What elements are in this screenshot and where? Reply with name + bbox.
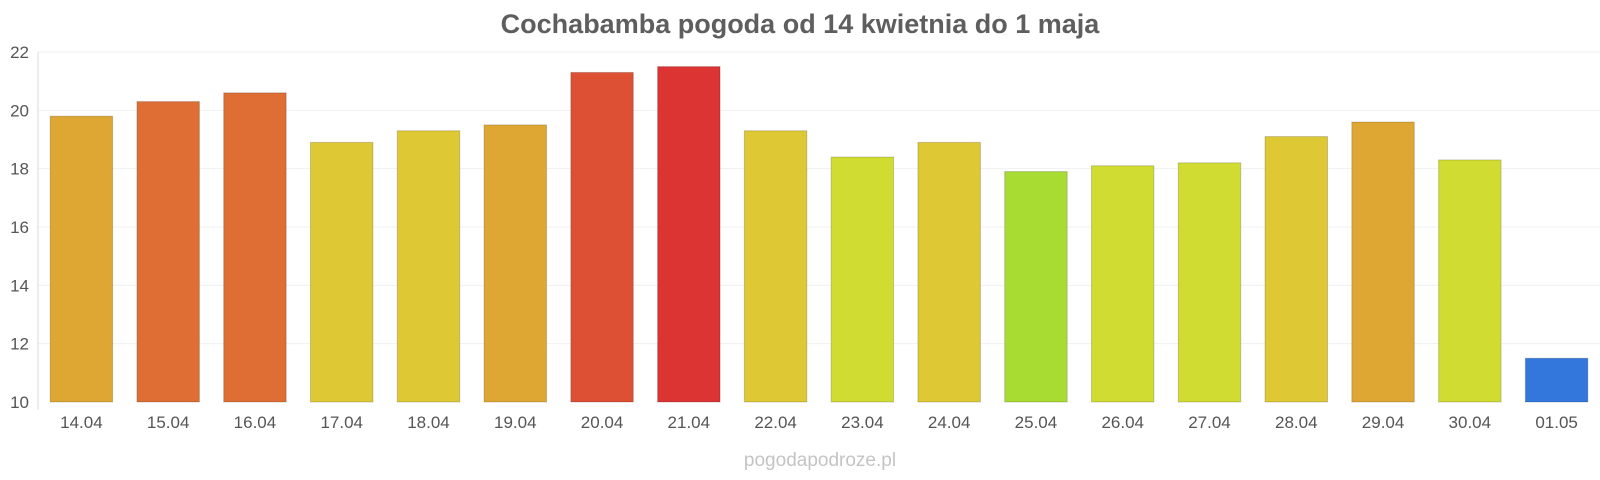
x-tick-label: 28.04 <box>1275 413 1318 432</box>
x-tick-label: 18.04 <box>407 413 450 432</box>
bar <box>1264 136 1329 403</box>
bar <box>309 141 374 403</box>
y-tick-label: 10 <box>10 393 29 412</box>
gridlines <box>38 51 1600 345</box>
bar <box>1438 159 1502 403</box>
bar <box>830 156 895 403</box>
y-tick-label: 20 <box>10 101 29 120</box>
x-tick-label: 15.04 <box>147 413 190 432</box>
x-tick-label: 22.04 <box>754 413 797 432</box>
y-tick-label: 14 <box>10 276 29 295</box>
bar <box>1351 121 1415 403</box>
bar <box>657 66 721 403</box>
x-tick-label: 29.04 <box>1362 413 1405 432</box>
chart-title: Cochabamba pogoda od 14 kwietnia do 1 ma… <box>501 9 1101 39</box>
y-tick-label: 12 <box>10 335 29 354</box>
bar <box>49 115 114 403</box>
y-axis: 10 12 14 16 18 20 22 <box>10 43 39 412</box>
x-tick-label: 30.04 <box>1449 413 1492 432</box>
x-tick-label: 14.04 <box>60 413 103 432</box>
bar <box>1004 171 1068 403</box>
x-tick-label: 17.04 <box>320 413 363 432</box>
x-tick-label: 25.04 <box>1015 413 1058 432</box>
bar <box>223 92 287 403</box>
bar <box>483 124 548 403</box>
x-axis: 14.04 15.04 16.04 17.04 18.04 19.04 20.04 21.04… <box>60 413 1578 432</box>
x-tick-label: 26.04 <box>1101 413 1144 432</box>
bars <box>49 66 1589 403</box>
y-tick-label: 18 <box>10 160 29 179</box>
bar <box>136 101 200 403</box>
x-tick-label: 01.05 <box>1535 413 1578 432</box>
x-tick-label: 27.04 <box>1188 413 1231 432</box>
bar <box>1524 357 1589 403</box>
y-tick-label: 22 <box>10 43 29 62</box>
x-tick-label: 16.04 <box>234 413 277 432</box>
bar <box>1090 165 1155 403</box>
bar <box>570 71 634 403</box>
bar <box>917 141 981 403</box>
x-tick-label: 19.04 <box>494 413 537 432</box>
x-tick-label: 24.04 <box>928 413 971 432</box>
bar <box>1177 162 1242 403</box>
y-tick-label: 16 <box>10 218 29 237</box>
watermark: pogodapodroze.pl <box>744 450 896 471</box>
x-tick-label: 21.04 <box>668 413 711 432</box>
x-tick-label: 23.04 <box>841 413 884 432</box>
bar <box>743 130 808 403</box>
x-tick-label: 20.04 <box>581 413 624 432</box>
bar <box>396 130 461 403</box>
